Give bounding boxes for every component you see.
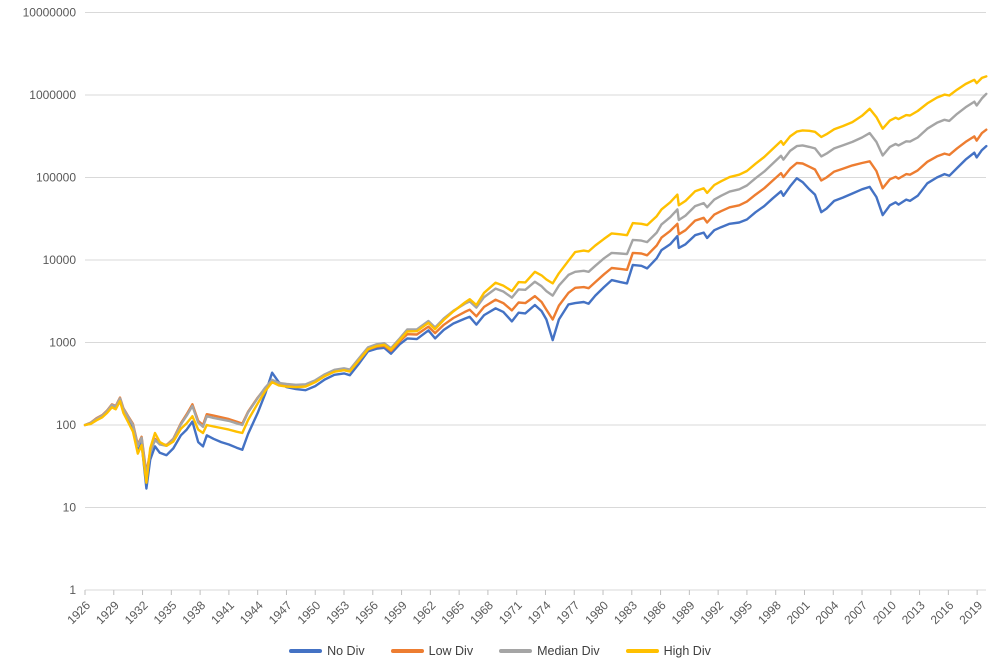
- median-div-line-swatch: [499, 648, 533, 654]
- x-axis-tick-label: 2007: [841, 598, 870, 627]
- x-axis-tick-label: 1989: [669, 598, 698, 627]
- legend-item-high-div: High Div: [625, 643, 711, 658]
- no-div-line-swatch: [289, 648, 323, 654]
- low-div-line-swatch: [390, 648, 424, 654]
- legend-label-no-div: No Div: [327, 643, 365, 658]
- x-axis-tick-label: 1935: [151, 598, 180, 627]
- x-axis-tick-label: 1932: [122, 598, 151, 627]
- x-axis-tick-label: 2016: [928, 598, 957, 627]
- y-axis-tick-label: 100000: [36, 171, 76, 185]
- y-axis-tick-label: 10000000: [23, 6, 77, 20]
- x-axis-tick-label: 1953: [323, 598, 352, 627]
- series-line-no-div: [83, 144, 988, 490]
- x-axis-tick-label: 1962: [410, 598, 439, 627]
- y-axis-tick-label: 100: [56, 418, 76, 432]
- y-axis-tick-label: 10000: [43, 253, 77, 267]
- x-axis-tick-label: 1971: [496, 598, 525, 627]
- y-axis-tick-label: 1000000: [29, 88, 76, 102]
- legend-item-median-div: Median Div: [499, 645, 600, 658]
- x-axis-tick-label: 2004: [813, 598, 842, 627]
- series-line-low-div: [83, 128, 988, 475]
- chart-legend: No Div Low Div Median Div High Div: [0, 639, 1000, 663]
- x-axis-tick-label: 1965: [438, 598, 467, 627]
- high-div-line-swatch: [625, 648, 659, 654]
- y-axis-tick-label: 10: [63, 501, 77, 515]
- legend-item-no-div: No Div: [289, 645, 365, 658]
- x-axis-tick-label: 1998: [755, 598, 784, 627]
- x-axis-tick-label: 1950: [295, 598, 324, 627]
- x-axis-tick-label: 1959: [381, 598, 410, 627]
- x-axis-tick-label: 2001: [784, 598, 813, 627]
- x-axis-tick-label: 1980: [582, 598, 611, 627]
- x-axis-tick-label: 1974: [525, 598, 554, 627]
- x-axis-tick-label: 1926: [64, 598, 93, 627]
- y-axis-tick-label: 1: [69, 583, 76, 597]
- x-axis-tick-label: 1977: [554, 598, 583, 627]
- x-axis-tick-label: 1995: [726, 598, 755, 627]
- series-line-high-div: [83, 75, 988, 484]
- legend-label-low-div: Low Div: [428, 643, 474, 658]
- series-line-median-div: [83, 92, 988, 478]
- y-axis-tick-label: 1000: [49, 336, 76, 350]
- x-axis-tick-label: 1941: [208, 598, 237, 627]
- x-axis-tick-label: 1986: [640, 598, 669, 627]
- legend-label-median-div: Median Div: [537, 643, 600, 658]
- x-axis-tick-label: 1947: [266, 598, 295, 627]
- x-axis-tick-label: 2010: [870, 598, 899, 627]
- x-axis-tick-label: 1968: [467, 598, 496, 627]
- x-axis-tick-label: 1929: [93, 598, 122, 627]
- legend-item-low-div: Low Div: [390, 643, 474, 658]
- legend-label-high-div: High Div: [663, 643, 711, 658]
- x-axis-tick-label: 1944: [237, 598, 266, 627]
- x-axis-tick-label: 1938: [179, 598, 208, 627]
- x-axis-tick-label: 1992: [697, 598, 726, 627]
- x-axis-tick-label: 1956: [352, 598, 381, 627]
- x-axis-tick-label: 2019: [956, 598, 985, 627]
- x-axis-tick-label: 2013: [899, 598, 928, 627]
- x-axis-tick-label: 1983: [611, 598, 640, 627]
